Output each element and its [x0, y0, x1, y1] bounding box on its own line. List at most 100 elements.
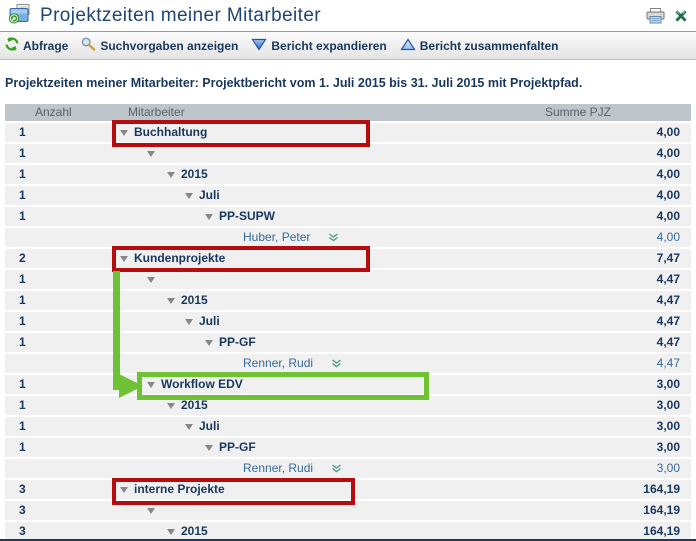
tree-node-label: Workflow EDV [161, 377, 243, 391]
report-folder-icon [8, 4, 31, 29]
report-subtitle: Projektzeiten meiner Mitarbeiter: Projek… [5, 76, 583, 90]
collapse-triangle-icon[interactable] [185, 423, 193, 430]
summe-pjz-value: 4,00 [656, 188, 680, 202]
summe-pjz-value: 4,00 [656, 209, 680, 223]
collapse-triangle-icon[interactable] [167, 528, 175, 535]
collapse-triangle-icon[interactable] [120, 255, 128, 262]
mitarbeiter-tree-cell: interne Projekte [114, 480, 526, 499]
refresh-icon [5, 37, 19, 54]
collapse-triangle-icon[interactable] [147, 507, 155, 514]
tree-node-label: interne Projekte [134, 482, 225, 496]
table-header-row: Anzahl Mitarbeiter Summe PJZ [5, 104, 691, 121]
table-row: 1 Buchhaltung 4,00 [5, 123, 691, 142]
summe-pjz-value: 4,47 [656, 293, 680, 307]
tree-node-label: PP-GF [219, 335, 256, 349]
table-row: 1 2015 3,00 [5, 396, 691, 415]
collapse-triangle-icon[interactable] [147, 381, 155, 388]
collapse-triangle-icon[interactable] [147, 276, 155, 283]
employee-name: Renner, Rudi [243, 461, 314, 475]
summe-pjz-value: 164,19 [643, 524, 680, 538]
table-row: 1 Juli 3,00 [5, 417, 691, 436]
mitarbeiter-tree-cell: Renner, Rudi [114, 459, 526, 478]
tree-node-label: Juli [199, 419, 220, 433]
table-row: 1 4,47 [5, 270, 691, 289]
summe-pjz-value: 4,47 [656, 356, 680, 370]
collapse-triangle-icon[interactable] [167, 171, 175, 178]
tree-node-label: 2015 [181, 167, 208, 181]
collapse-triangle-icon[interactable] [120, 129, 128, 136]
collapse-triangle-icon[interactable] [205, 339, 213, 346]
summe-pjz-value: 4,00 [656, 125, 680, 139]
bottom-border-strip [0, 539, 696, 541]
toolbar-item-zusammenfalten[interactable]: Bericht zusammenfalten [400, 37, 558, 54]
summe-pjz-value: 3,00 [656, 419, 680, 433]
employee-expand-chevron-icon[interactable] [328, 233, 339, 242]
magnifier-icon [81, 37, 96, 54]
title-actions [646, 8, 688, 24]
toolbar-item-label: Suchvorgaben anzeigen [100, 38, 239, 53]
anzahl-value: 1 [19, 377, 26, 391]
title-bar: Projektzeiten meiner Mitarbeiter [0, 0, 696, 32]
mitarbeiter-tree-cell: 2015 [114, 522, 526, 541]
anzahl-value [5, 354, 112, 373]
page-title: Projektzeiten meiner Mitarbeiter [40, 5, 322, 26]
anzahl-value: 1 [19, 398, 26, 412]
mitarbeiter-tree-cell: Buchhaltung [114, 123, 526, 142]
anzahl-value: 1 [19, 293, 26, 307]
collapse-triangle-icon[interactable] [167, 402, 175, 409]
summe-pjz-value: 7,47 [656, 251, 680, 265]
tree-node-label: PP-GF [219, 440, 256, 454]
table-row: 1 2015 4,47 [5, 291, 691, 310]
summe-pjz-value: 3,00 [656, 440, 680, 454]
collapse-triangle-icon[interactable] [185, 318, 193, 325]
mitarbeiter-tree-cell [114, 270, 526, 289]
collapse-triangle-icon[interactable] [205, 213, 213, 220]
anzahl-value: 1 [19, 335, 26, 349]
mitarbeiter-tree-cell: Huber, Peter [114, 228, 526, 247]
collapse-triangle-icon[interactable] [205, 444, 213, 451]
report-table: Anzahl Mitarbeiter Summe PJZ 1 Buchhaltun… [5, 104, 691, 541]
mitarbeiter-tree-cell: 2015 [114, 165, 526, 184]
summe-pjz-value: 4,47 [656, 272, 680, 286]
mitarbeiter-tree-cell: PP-SUPW [114, 207, 526, 226]
mitarbeiter-tree-cell: PP-GF [114, 438, 526, 457]
summe-pjz-value: 3,00 [656, 377, 680, 391]
mitarbeiter-tree-cell: Kundenprojekte [114, 249, 526, 268]
anzahl-value: 1 [19, 440, 26, 454]
table-row: 3 164,19 [5, 501, 691, 520]
employee-expand-chevron-icon[interactable] [331, 359, 342, 368]
column-header-anzahl: Anzahl [35, 105, 72, 119]
table-row: 1 2015 4,00 [5, 165, 691, 184]
table-row: Renner, Rudi 3,00 [5, 459, 691, 478]
table-row: 3 2015 164,19 [5, 522, 691, 541]
collapse-triangle-icon[interactable] [120, 486, 128, 493]
collapse-triangle-icon[interactable] [185, 192, 193, 199]
excel-export-icon[interactable] [674, 9, 688, 23]
employee-expand-chevron-icon[interactable] [331, 464, 342, 473]
table-row: 1 Workflow EDV 3,00 [5, 375, 691, 394]
summe-pjz-value: 3,00 [656, 398, 680, 412]
tree-node-label: 2015 [181, 293, 208, 307]
anzahl-value: 1 [19, 167, 26, 181]
anzahl-value: 1 [19, 314, 26, 328]
tree-node-label: Juli [199, 314, 220, 328]
mitarbeiter-tree-cell: 2015 [114, 396, 526, 415]
summe-pjz-value: 164,19 [643, 503, 680, 517]
table-row: Renner, Rudi 4,47 [5, 354, 691, 373]
mitarbeiter-tree-cell: Juli [114, 186, 526, 205]
collapse-triangle-icon[interactable] [147, 150, 155, 157]
anzahl-value: 1 [19, 188, 26, 202]
column-header-summe-pjz: Summe PJZ [545, 105, 612, 119]
summe-pjz-value: 4,00 [656, 167, 680, 181]
mitarbeiter-tree-cell: 2015 [114, 291, 526, 310]
toolbar-item-abfrage[interactable]: Abfrage [5, 37, 68, 54]
anzahl-value: 1 [19, 419, 26, 433]
table-row: 1 PP-SUPW 4,00 [5, 207, 691, 226]
toolbar-item-suchvorgaben[interactable]: Suchvorgaben anzeigen [81, 37, 238, 54]
print-icon[interactable] [646, 8, 665, 24]
anzahl-value: 3 [19, 524, 26, 538]
mitarbeiter-tree-cell: Workflow EDV [114, 375, 526, 394]
toolbar-item-expandieren[interactable]: Bericht expandieren [251, 38, 387, 54]
collapse-triangle-icon[interactable] [167, 297, 175, 304]
table-row: 2 Kundenprojekte 7,47 [5, 249, 691, 268]
